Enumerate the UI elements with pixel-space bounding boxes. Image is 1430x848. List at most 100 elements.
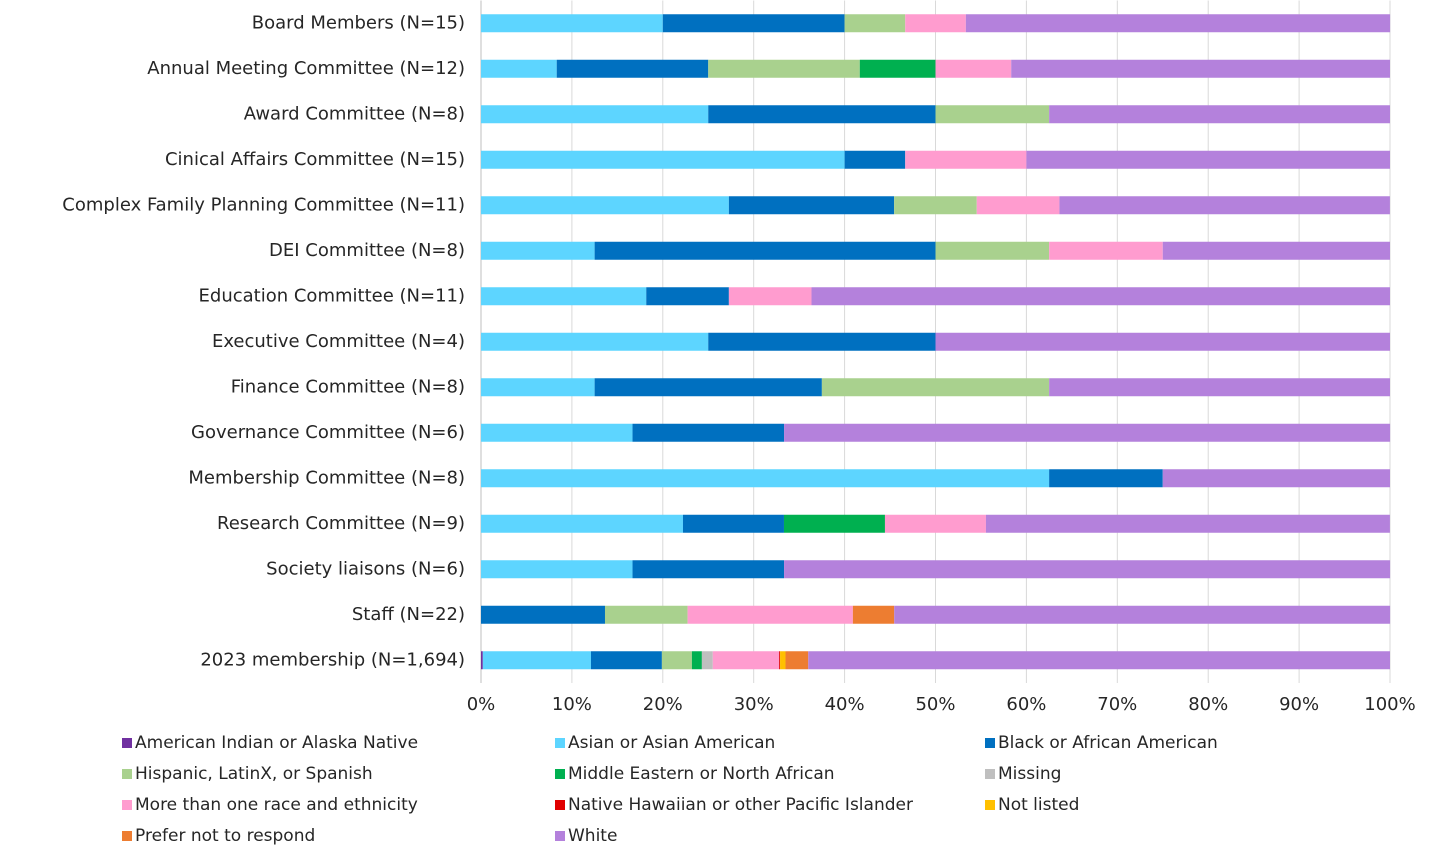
bar-segment — [481, 605, 605, 624]
bar-segment — [779, 651, 781, 670]
bar-segment — [712, 651, 780, 670]
bar-segment — [556, 59, 709, 78]
y-tick-label: Society liaisons (N=6) — [266, 558, 465, 579]
bar-segment — [821, 378, 1050, 397]
bar-segment — [481, 150, 845, 169]
bar-segment — [481, 560, 633, 579]
bar-segment — [935, 59, 1012, 78]
legend-label: Native Hawaiian or other Pacific Islande… — [568, 795, 913, 815]
bar-segment — [701, 651, 713, 670]
bar-segment — [481, 59, 557, 78]
bar-segment — [894, 605, 1391, 624]
bar-segment — [708, 105, 936, 124]
x-tick-label: 0% — [467, 694, 496, 715]
x-tick-label: 80% — [1188, 694, 1228, 715]
y-tick-label: Annual Meeting Committee (N=12) — [147, 58, 465, 79]
bar-segment — [661, 651, 692, 670]
legend-label: American Indian or Alaska Native — [135, 733, 418, 753]
legend-label: Prefer not to respond — [135, 826, 315, 846]
bar-segment — [728, 287, 812, 306]
bar-segment — [481, 14, 663, 33]
legend-label: Middle Eastern or North African — [568, 764, 835, 784]
bar-segment — [1026, 150, 1390, 169]
bar-segment — [844, 14, 906, 33]
legend-swatch — [122, 831, 132, 841]
y-tick-label: Education Committee (N=11) — [199, 285, 465, 306]
bar-segment — [784, 423, 1391, 442]
bar-segment — [935, 241, 1050, 260]
legend-swatch — [122, 800, 132, 810]
x-tick-label: 100% — [1364, 694, 1415, 715]
x-tick-label: 20% — [643, 694, 683, 715]
legend-label: Not listed — [998, 795, 1079, 815]
bar-segment — [481, 105, 709, 124]
y-tick-label: Membership Committee (N=8) — [188, 467, 465, 488]
bar-segment — [785, 651, 809, 670]
bar-segment — [935, 332, 1390, 351]
legend-swatch — [985, 738, 995, 748]
bar-segment — [632, 560, 785, 579]
bar-segment — [844, 150, 906, 169]
bar-segment — [808, 651, 1390, 670]
bar-segment — [1049, 105, 1390, 124]
bar-segment — [708, 59, 860, 78]
legend-label: Asian or Asian American — [568, 733, 775, 753]
bar-segment — [662, 14, 845, 33]
x-tick-label: 30% — [734, 694, 774, 715]
bar-segment — [852, 605, 895, 624]
bar-segment — [935, 105, 1050, 124]
bar-segment — [481, 378, 595, 397]
bar-segment — [604, 605, 688, 624]
legend-swatch — [555, 831, 565, 841]
x-tick-label: 50% — [915, 694, 955, 715]
bar-segment — [481, 469, 1050, 488]
bar-segment — [859, 59, 936, 78]
y-tick-label: Board Members (N=15) — [252, 12, 465, 33]
legend-swatch — [555, 800, 565, 810]
bar-segment — [481, 241, 595, 260]
bar-segment — [594, 241, 936, 260]
y-tick-label: DEI Committee (N=8) — [269, 240, 465, 261]
bar-segment — [905, 150, 1027, 169]
bar-segment — [590, 651, 662, 670]
legend-swatch — [985, 800, 995, 810]
y-tick-label: 2023 membership (N=1,694) — [200, 649, 465, 670]
bar-segment — [1011, 59, 1390, 78]
bar-segment — [1059, 196, 1390, 215]
bar-segment — [646, 287, 729, 306]
bar-segment — [965, 14, 1391, 33]
y-tick-label: Governance Committee (N=6) — [191, 422, 465, 443]
legend-swatch — [122, 769, 132, 779]
bar-segment — [1049, 241, 1163, 260]
legend-label: Hispanic, LatinX, or Spanish — [135, 764, 373, 784]
bar-segment — [811, 287, 1390, 306]
bar-segment — [708, 332, 936, 351]
bar-segment — [1049, 469, 1163, 488]
bar-segment — [632, 423, 785, 442]
legend-swatch — [985, 769, 995, 779]
bar-segment — [884, 514, 986, 533]
bar-segment — [976, 196, 1060, 215]
bar-segment — [780, 651, 786, 670]
bar-segment — [728, 196, 895, 215]
y-tick-label: Staff (N=22) — [352, 604, 465, 625]
legend-label: Black or African American — [998, 733, 1218, 753]
x-tick-label: 10% — [552, 694, 592, 715]
bar-segment — [482, 651, 591, 670]
bar-segment — [594, 378, 822, 397]
legend-label: More than one race and ethnicity — [135, 795, 418, 815]
bar-segment — [1162, 241, 1390, 260]
bar-segment — [1049, 378, 1390, 397]
bar-segment — [682, 514, 784, 533]
legend-swatch — [555, 769, 565, 779]
bar-segment — [985, 514, 1390, 533]
y-tick-label: Executive Committee (N=4) — [212, 331, 465, 352]
bar-segment — [481, 287, 647, 306]
legend-label: Missing — [998, 764, 1061, 784]
bar-segment — [481, 514, 683, 533]
bar-segment — [894, 196, 977, 215]
legend-swatch — [122, 738, 132, 748]
legend-swatch — [555, 738, 565, 748]
bar-segment — [905, 14, 966, 33]
